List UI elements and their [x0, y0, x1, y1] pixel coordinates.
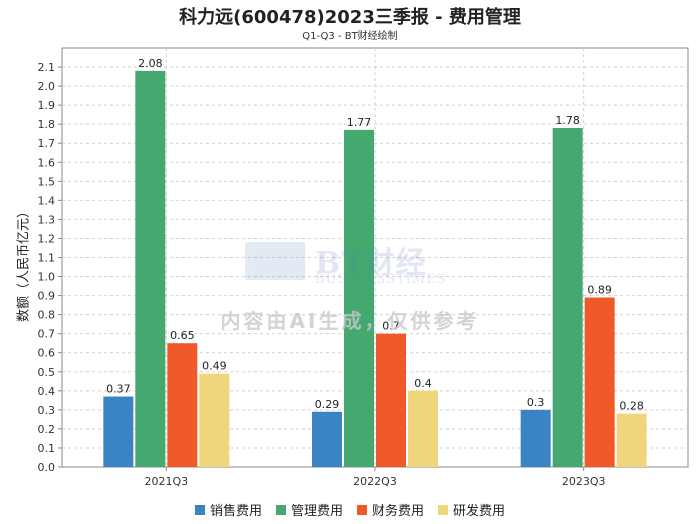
x-tick-label: 2023Q3: [562, 475, 606, 488]
bar: [584, 297, 615, 467]
y-tick-label: 0.6: [38, 347, 56, 360]
y-tick-label: 1.2: [38, 232, 56, 245]
data-label: 2.08: [138, 57, 163, 70]
legend-swatch: [275, 504, 286, 515]
bar: [408, 390, 438, 467]
bar: [376, 333, 406, 467]
legend-item: 销售费用: [194, 500, 262, 519]
legend-item: 管理费用: [275, 500, 343, 519]
data-label: 0.89: [587, 283, 612, 296]
bar: [199, 373, 230, 467]
y-tick-label: 1.9: [38, 99, 56, 112]
bar: [312, 411, 342, 467]
y-tick-label: 0.9: [38, 290, 56, 303]
y-tick-label: 0.0: [38, 461, 56, 474]
legend-swatch: [357, 504, 367, 515]
y-tick-label: 0.5: [38, 366, 56, 379]
data-label: 1.77: [347, 116, 372, 129]
y-tick-label: 0.7: [38, 328, 56, 341]
legend-swatch: [438, 504, 449, 515]
y-tick-label: 0.2: [38, 423, 56, 436]
chart-title: 科力远(600478)2023三季报 - 费用管理: [179, 7, 521, 28]
legend-label: 管理费用: [290, 504, 343, 519]
data-label: 0.29: [315, 398, 340, 411]
y-tick-label: 1.7: [38, 137, 56, 150]
legend-label: 研发费用: [453, 504, 506, 519]
bar: [552, 127, 583, 467]
legend-label: 财务费用: [372, 504, 425, 519]
chart-subtitle: Q1-Q3 - BT财经绘制: [302, 31, 398, 42]
y-tick-label: 0.8: [38, 309, 56, 322]
data-label: 0.4: [414, 377, 432, 390]
grid-layer: [58, 47, 689, 471]
legend: 销售费用 管理费用 财务费用 研发费用: [0, 500, 700, 519]
bar: [520, 409, 551, 467]
legend-item: 财务费用: [357, 500, 424, 519]
y-tick-label: 1.1: [38, 252, 56, 265]
y-tick-label: 1.6: [38, 156, 56, 169]
x-tick-label: 2022Q3: [353, 475, 397, 488]
y-tick-label: 0.4: [38, 385, 56, 398]
bar: [616, 413, 647, 467]
y-tick-label: 0.3: [38, 404, 56, 417]
y-tick-label: 1.5: [38, 175, 56, 188]
data-label: 0.3: [527, 396, 545, 409]
bar: [103, 396, 134, 467]
y-tick-label: 1.3: [38, 213, 56, 226]
data-label: 1.78: [555, 114, 580, 127]
y-tick-label: 1.4: [38, 194, 56, 207]
y-tick-label: 0.1: [38, 442, 56, 455]
data-label: 0.7: [382, 320, 400, 333]
bar: [344, 129, 374, 468]
bar: [135, 70, 166, 467]
legend-label: 销售费用: [209, 504, 262, 519]
legend-swatch: [194, 504, 205, 515]
data-label: 0.37: [106, 383, 131, 396]
y-tick-label: 1.8: [38, 118, 56, 131]
bars-layer: [103, 70, 647, 468]
x-tick-label: 2021Q3: [145, 475, 189, 488]
y-tick-label: 2.1: [38, 61, 56, 74]
legend-item: 研发费用: [438, 500, 505, 519]
y-tick-label: 2.0: [38, 80, 56, 93]
labels-layer: 0.0 0.1 0.2 0.3 0.4 0.5 0.6 0.7 0.8 0.9 1.0 1.1 1.2 1…: [38, 57, 644, 488]
data-label: 0.65: [170, 329, 195, 342]
data-label: 0.49: [202, 360, 227, 373]
data-label: 0.28: [619, 400, 644, 413]
y-tick-label: 1.0: [38, 271, 56, 284]
bar: [167, 343, 198, 467]
